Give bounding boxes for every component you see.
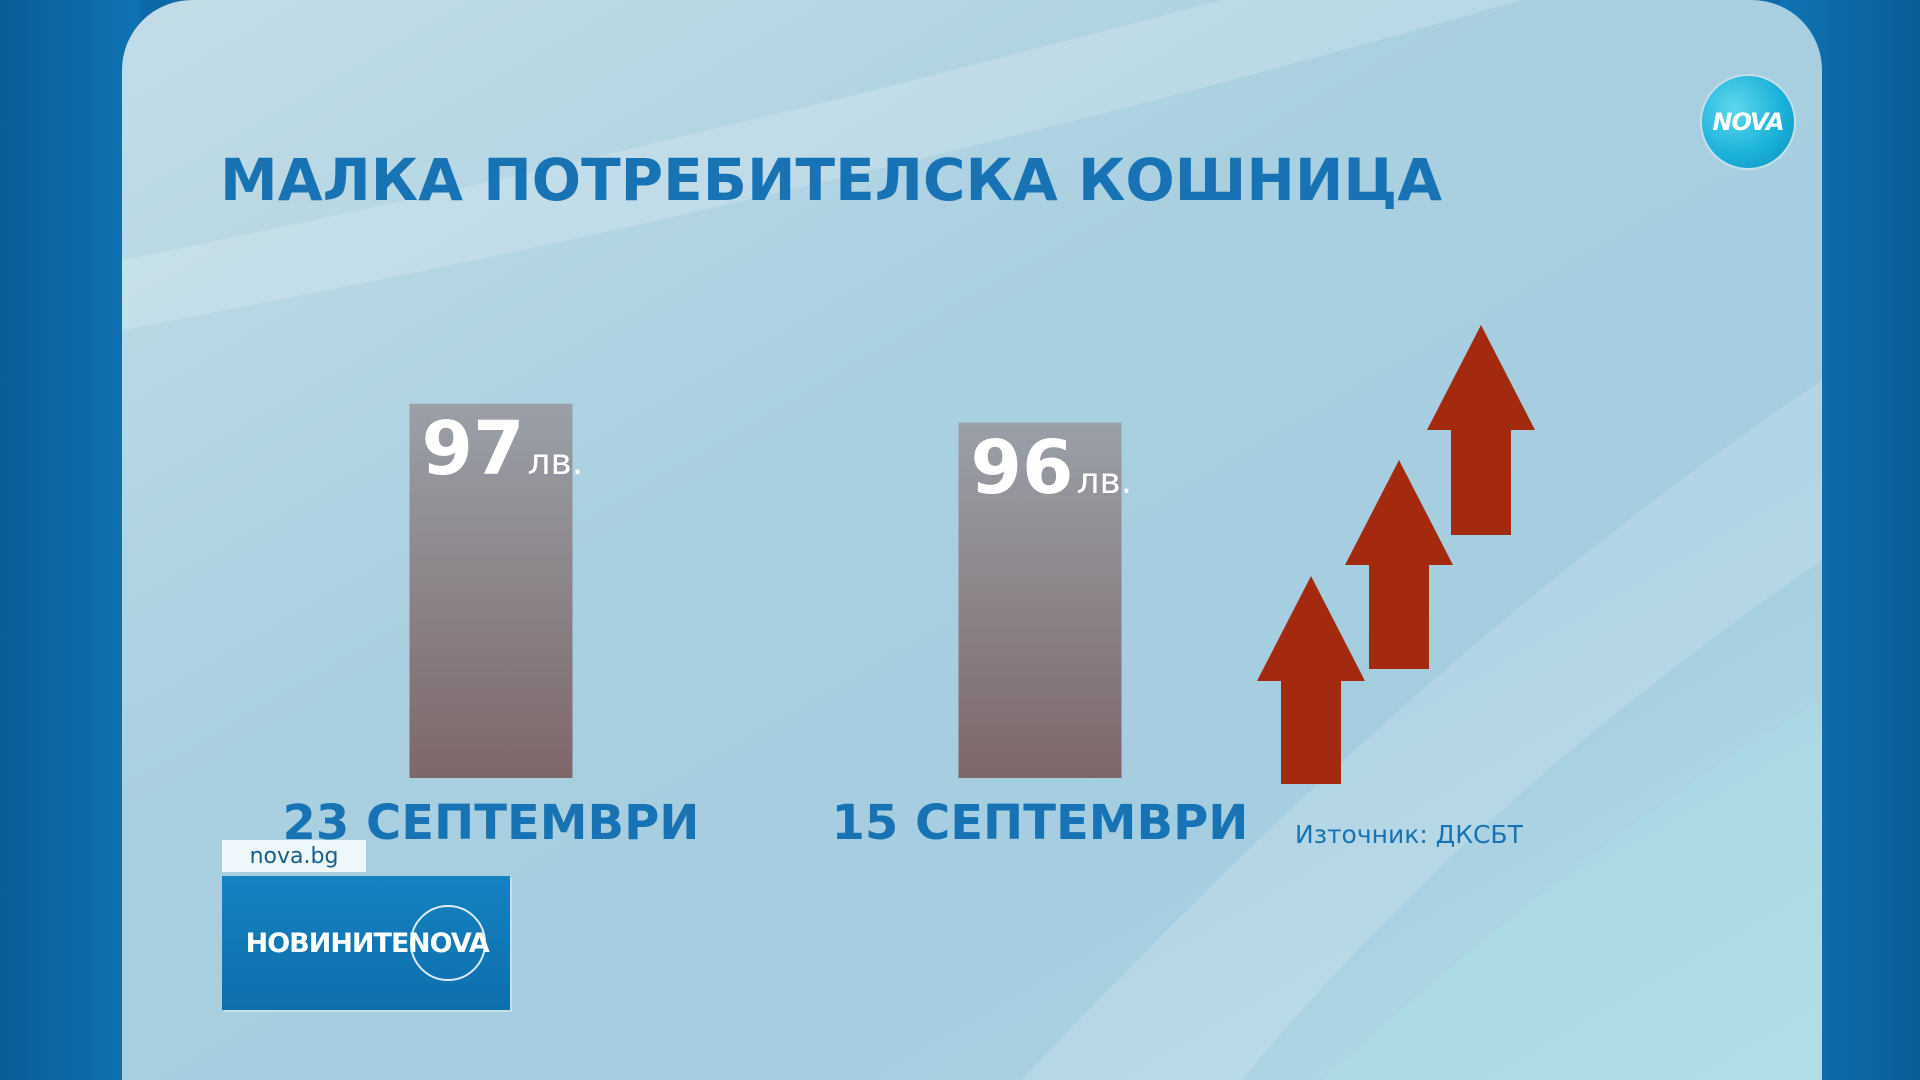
up-arrow-icon-3 [1427, 325, 1535, 535]
bar-value-unit: лв. [1076, 460, 1133, 502]
bar-value-label-2: 96лв. [971, 425, 1133, 511]
bar-value-number: 97 [421, 405, 525, 492]
nova-logo: NOVA [1702, 76, 1794, 168]
bar-1 [409, 403, 573, 778]
news-brand-logo: НОВИНИТЕ NOVA [222, 876, 510, 1010]
chart-title: МАЛКА ПОТРЕБИТЕЛСКА КОШНИЦА [220, 146, 1443, 214]
bar-value-number: 96 [970, 424, 1074, 511]
news-brand-part2: NOVA [408, 927, 490, 959]
up-arrow-icon-2 [1345, 460, 1453, 669]
source-note: Източник: ДКСБТ [1295, 820, 1523, 849]
bar-value-label-1: 97лв. [422, 406, 584, 492]
news-brand-ring: NOVA [408, 905, 490, 981]
news-brand-part1: НОВИНИТЕ [245, 927, 410, 959]
up-arrow-icon-1 [1257, 576, 1365, 784]
bar-2 [958, 422, 1122, 778]
category-label-2: 15 СЕПТЕМВРИ [831, 795, 1249, 851]
left-frame [0, 0, 140, 1080]
site-tag: nova.bg [222, 840, 366, 872]
bar-value-unit: лв. [527, 441, 584, 483]
